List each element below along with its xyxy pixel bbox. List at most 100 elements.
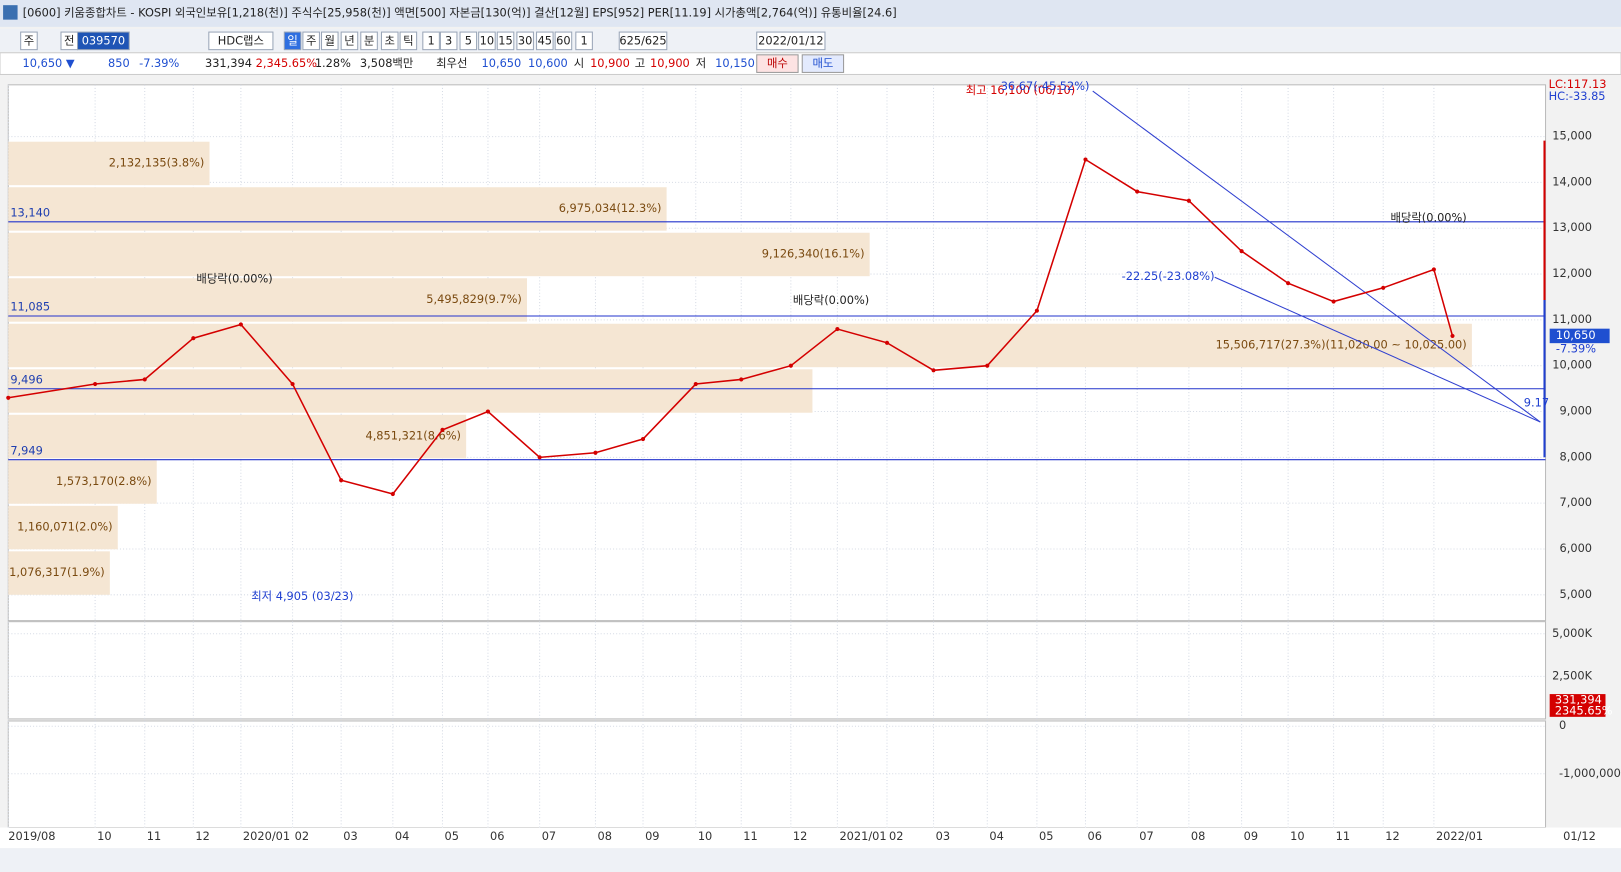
quote-field: 10,650 — [482, 56, 522, 70]
toolbar-button[interactable] — [340, 31, 359, 51]
current-price-tag — [1549, 328, 1610, 344]
toolbar-button[interactable] — [283, 31, 302, 51]
toolbar-button[interactable] — [20, 31, 38, 51]
x-tick-label: 11 — [1336, 829, 1350, 843]
volume-profile-bar — [8, 141, 210, 186]
toolbar-button[interactable] — [380, 31, 399, 51]
toolbar-button[interactable] — [575, 31, 593, 51]
toolbar-button[interactable] — [302, 31, 320, 51]
x-tick-label: 11 — [743, 829, 757, 843]
toolbar-button[interactable] — [208, 31, 274, 51]
toolbar-button[interactable] — [618, 31, 668, 51]
quote-field[interactable]: 매도 — [812, 56, 833, 70]
toolbar-label[interactable]: 1 — [580, 33, 587, 47]
window-title: [0600] 키움종합차트 - KOSPI 외국인보유[1,218(천)] 주식… — [23, 5, 897, 19]
quote-field: 2,345.65% — [256, 56, 318, 70]
toolbar-label[interactable]: 60 — [556, 33, 570, 47]
quote-field: 10,900 — [650, 56, 690, 70]
price-point — [593, 450, 598, 455]
toolbar-button[interactable] — [320, 31, 339, 51]
toolbar-label[interactable]: 1 — [427, 33, 434, 47]
toolbar-label[interactable]: 월 — [325, 33, 335, 47]
fib-label: 36.67(-45.52%) — [1001, 79, 1090, 93]
toolbar-label[interactable]: 15 — [498, 33, 512, 47]
x-tick-label: 03 — [343, 829, 357, 843]
quote-field: 최우선 — [436, 56, 467, 70]
volume-current-label: 331,394 — [1555, 692, 1602, 706]
toolbar-button[interactable] — [496, 31, 515, 51]
toolbar-button[interactable] — [399, 31, 418, 51]
toolbar-label[interactable]: 주 — [306, 33, 316, 47]
trade-button[interactable] — [756, 54, 799, 73]
quote-field[interactable]: 매수 — [767, 56, 788, 70]
trade-button[interactable] — [801, 54, 845, 73]
toolbar-label[interactable]: 전 — [64, 33, 74, 47]
title-bar — [0, 0, 1621, 27]
x-tick-label: 2019/08 — [8, 829, 55, 843]
trend-label: -22.25(-23.08%) — [1122, 269, 1215, 283]
volume-profile-label: 4,851,321(8.6%) — [365, 429, 461, 443]
volume-profile-label: 5,495,829(9.7%) — [426, 292, 522, 306]
x-tick-label: 05 — [445, 829, 459, 843]
toolbar-button[interactable] — [756, 31, 826, 51]
trend-line — [1214, 276, 1541, 423]
toolbar-button[interactable] — [459, 31, 478, 51]
volume-profile-bar — [8, 369, 813, 413]
x-tick-label: 05 — [1039, 829, 1053, 843]
toolbar-label[interactable]: 2022/01/12 — [758, 33, 823, 47]
toolbar-label[interactable]: 10 — [480, 33, 494, 47]
toolbar-button[interactable] — [554, 31, 573, 51]
toolbar-button[interactable] — [478, 31, 496, 51]
toolbar-button[interactable] — [422, 31, 440, 51]
toolbar-button[interactable] — [77, 31, 130, 51]
x-tick-label: 2020/01 — [243, 829, 290, 843]
quote-field: -7.39% — [139, 56, 179, 70]
toolbar-label[interactable]: 틱 — [403, 33, 413, 47]
y-tick-label: 7,000 — [1560, 495, 1593, 509]
price-point — [1239, 249, 1244, 254]
toolbar-label[interactable]: 일 — [287, 33, 297, 47]
volume-profile-label: 2,132,135(3.8%) — [109, 155, 205, 169]
volume-tick-label: 5,000K — [1552, 626, 1593, 640]
x-tick-label: 06 — [490, 829, 504, 843]
toolbar-label[interactable]: 625/625 — [619, 33, 666, 47]
x-tick-label: 12 — [793, 829, 807, 843]
toolbar-button[interactable] — [536, 31, 554, 51]
toolbar-button[interactable] — [516, 31, 534, 51]
toolbar-label[interactable]: 5 — [465, 33, 472, 47]
price-point — [884, 340, 890, 345]
toolbar-label[interactable]: 30 — [518, 33, 532, 47]
trend-end-label: 9.17 — [1524, 395, 1549, 409]
volume-profile-label: 1,076,317(1.9%) — [9, 565, 105, 579]
toolbar-label[interactable]: 3 — [445, 33, 452, 47]
price-point — [1286, 281, 1291, 286]
toolbar-label[interactable]: 45 — [538, 33, 552, 47]
hc-label: HC:-33.85 — [1549, 89, 1606, 103]
x-tick-label: 09 — [1244, 829, 1258, 843]
price-point — [191, 336, 196, 341]
toolbar-label[interactable]: 초 — [385, 33, 395, 47]
y-tick-label: 10,000 — [1552, 358, 1592, 372]
toolbar-label[interactable]: 분 — [364, 33, 374, 47]
price-point — [739, 377, 744, 382]
volume-profile-bar — [8, 187, 667, 231]
toolbar-label[interactable]: 039570 — [82, 33, 125, 47]
x-tick-label: 01/12 — [1563, 829, 1596, 843]
quote-field: 저 — [696, 56, 706, 70]
price-point — [1034, 308, 1039, 313]
x-tick-label: 10 — [1290, 829, 1304, 843]
toolbar-label[interactable]: 년 — [344, 33, 354, 47]
price-point — [390, 491, 395, 497]
toolbar-label[interactable]: 주 — [24, 33, 34, 47]
toolbar-label[interactable]: HDC랩스 — [218, 33, 264, 47]
quote-field: 시 — [574, 56, 584, 70]
x-tick-label: 2021/01 — [839, 829, 886, 843]
y-tick-label: 12,000 — [1552, 266, 1592, 280]
x-tick-label: 02 — [295, 829, 309, 843]
quote-field: 고 — [635, 56, 645, 70]
toolbar-button[interactable] — [439, 31, 458, 51]
x-tick-label: 12 — [195, 829, 209, 843]
toolbar-button[interactable] — [360, 31, 378, 51]
